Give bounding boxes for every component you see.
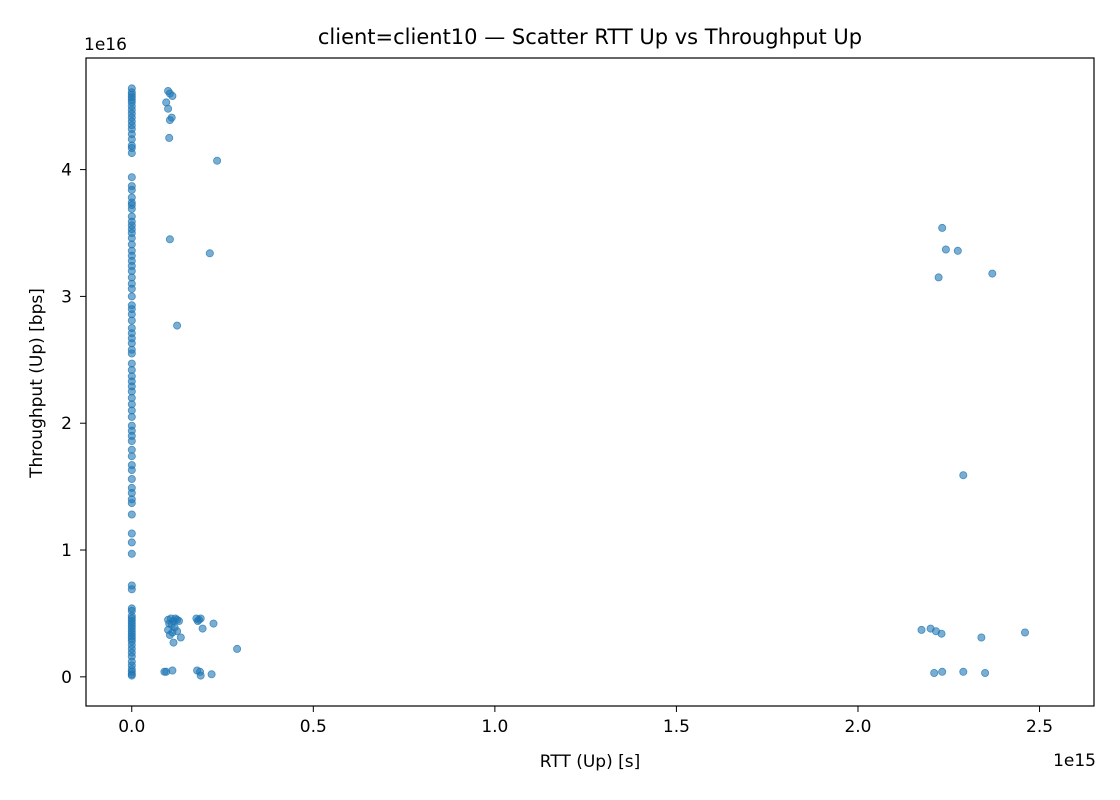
scatter-point [938, 223, 947, 232]
x-tick-label: 2.5 [1026, 717, 1053, 737]
scatter-point [127, 412, 136, 421]
scatter-point [165, 631, 174, 640]
scatter-point [127, 173, 136, 182]
scatter-point [127, 466, 136, 475]
x-axis-label: RTT (Up) [s] [540, 752, 640, 772]
scatter-point [937, 629, 946, 638]
scatter-point [196, 671, 205, 680]
scatter-point [169, 638, 178, 647]
scatter-point [198, 624, 207, 633]
scatter-point [127, 316, 136, 325]
scatter-point [127, 585, 136, 594]
scatter-point [127, 185, 136, 194]
scatter-point [953, 246, 962, 255]
scatter-point [959, 471, 968, 480]
y-tick-label: 3 [61, 287, 72, 307]
scatter-point [938, 667, 947, 676]
points-layer [127, 84, 1030, 680]
x-tick-label: 1.5 [663, 717, 690, 737]
x-tick-label: 0.5 [300, 717, 327, 737]
scatter-point [127, 671, 136, 680]
scatter-point [988, 269, 997, 278]
y-axis-label: Throughput (Up) [bps] [27, 288, 47, 479]
scatter-point [127, 349, 136, 358]
scatter-point [176, 633, 185, 642]
scatter-point [917, 625, 926, 634]
scatter-point [941, 245, 950, 254]
scatter-point [213, 156, 222, 165]
scatter-point [174, 617, 183, 626]
plot-frame [85, 57, 1095, 707]
x-tick-label: 1.0 [481, 717, 508, 737]
scatter-point [127, 284, 136, 293]
scatter-point [127, 538, 136, 547]
scatter-point [209, 619, 218, 628]
y-tick-label: 0 [61, 668, 72, 688]
scatter-point [127, 549, 136, 558]
scatter-point [127, 499, 136, 508]
scatter-point [233, 644, 242, 653]
scatter-point [173, 321, 182, 330]
scatter-point [164, 104, 173, 113]
scatter-point [930, 669, 939, 678]
scatter-point [127, 510, 136, 519]
scatter-point [173, 627, 182, 636]
scatter-point [168, 666, 177, 675]
scatter-point [934, 273, 943, 282]
scatter-point [981, 669, 990, 678]
y-tick-label: 4 [61, 161, 72, 181]
scatter-point [205, 249, 214, 258]
scatter-point [127, 436, 136, 445]
y-tick-label: 1 [61, 541, 72, 561]
ticks-layer: 0.0 0.5 1.0 1.5 2.0 2.5 0 1 2 3 4 [61, 161, 1053, 737]
x-tick-label: 0.0 [118, 717, 145, 737]
scatter-point [1021, 628, 1030, 637]
chart-title: client=client10 — Scatter RTT Up vs Thro… [318, 25, 862, 49]
scatter-point [207, 670, 216, 679]
scatter-point [127, 529, 136, 538]
scatter-point [165, 133, 174, 142]
scatter-point [959, 667, 968, 676]
y-tick-label: 2 [61, 414, 72, 434]
x-offset-label: 1e15 [1053, 751, 1096, 771]
scatter-point [193, 617, 202, 626]
scatter-point [127, 204, 136, 213]
scatter-point [127, 149, 136, 158]
scatter-point [127, 474, 136, 483]
scatter-point [127, 292, 136, 301]
scatter-point [127, 452, 136, 461]
scatter-point [168, 92, 177, 101]
y-offset-label: 1e16 [84, 35, 127, 55]
scatter-point [165, 116, 174, 125]
scatter-point [977, 633, 986, 642]
scatter-point [165, 235, 174, 244]
x-tick-label: 2.0 [844, 717, 871, 737]
